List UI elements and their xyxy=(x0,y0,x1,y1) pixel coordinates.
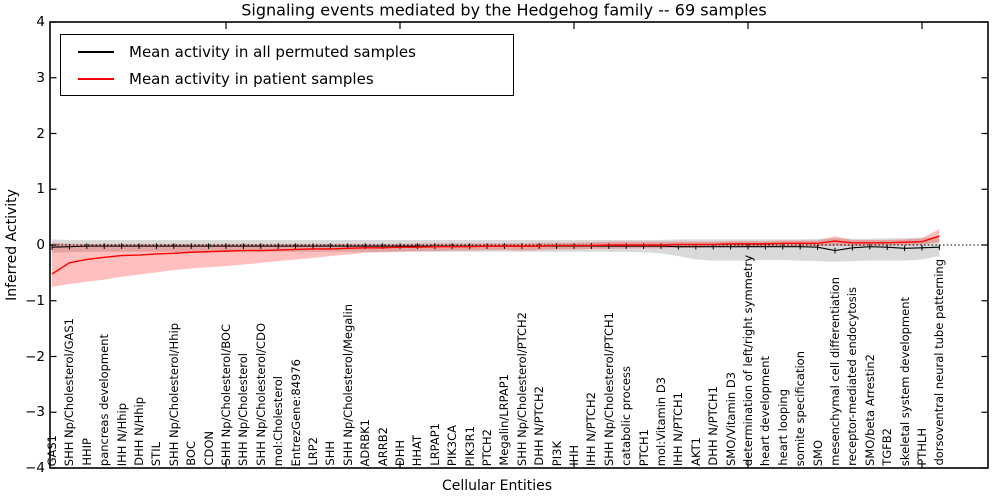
x-tick-label: HHIP xyxy=(79,438,94,466)
x-tick-label: DHH xyxy=(393,439,407,466)
x-tick-label: SHH Np/Cholesterol/CDO xyxy=(253,323,268,466)
legend-item-patient: Mean activity in patient samples xyxy=(61,65,513,92)
x-tick-label: PTHLH xyxy=(915,428,929,466)
x-axis-label: Cellular Entities xyxy=(441,478,553,494)
x-tick-label: pancreas development xyxy=(97,333,112,466)
x-tick-label: somite specification xyxy=(793,350,808,466)
legend-label-permuted: Mean activity in all permuted samples xyxy=(129,42,416,61)
y-tick-label: 0 xyxy=(36,237,45,253)
patient-line xyxy=(51,235,940,275)
legend-label-patient: Mean activity in patient samples xyxy=(129,69,374,88)
y-tick-label: −1 xyxy=(25,292,45,309)
x-tick-label: SHH Np/Cholesterol/BOC xyxy=(219,324,233,466)
x-tick-label: STIL xyxy=(149,441,164,466)
x-tick-label: SMO xyxy=(810,439,825,466)
x-tick-label: catabolic process xyxy=(619,366,634,466)
x-tick-label: PIK3R1 xyxy=(462,425,477,467)
y-tick-label: −3 xyxy=(25,404,45,421)
x-tick-label: SHH Np/Cholesterol xyxy=(236,353,251,466)
legend-item-permuted: Mean activity in all permuted samples xyxy=(61,38,513,65)
x-tick-label: dorsoventral neural tube patterning xyxy=(932,259,947,466)
x-tick-label: SHH Np/Cholesterol/PTCH2 xyxy=(514,311,529,466)
legend: Mean activity in all permuted samples Me… xyxy=(60,34,514,96)
y-tick-label: 1 xyxy=(36,181,45,198)
x-tick-label: SMO/beta Arrestin2 xyxy=(862,354,877,466)
chart-title: Signaling events mediated by the Hedgeho… xyxy=(241,0,767,20)
x-tick-label: PTCH1 xyxy=(636,428,651,466)
x-tick-label: ADRBK1 xyxy=(358,418,373,466)
x-tick-label: heart development xyxy=(758,355,773,466)
x-tick-label: CDON xyxy=(201,431,216,466)
x-tick-label: IHH N/PTCH2 xyxy=(584,391,599,466)
x-tick-label: EntrezGene:84976 xyxy=(288,358,303,466)
x-tick-label: SHH Np/Cholesterol/PTCH1 xyxy=(601,311,616,466)
legend-line-patient-swatch xyxy=(78,77,114,80)
x-tick-label: HHAT xyxy=(410,434,425,466)
x-tick-label: PIK3CA xyxy=(445,424,460,466)
x-tick-label: IHH N/Hhip xyxy=(114,402,129,466)
x-tick-label: mol:Vitamin D3 xyxy=(654,376,668,466)
x-tick-label: mesenchymal cell differentiation xyxy=(828,277,842,466)
y-tick-label: −2 xyxy=(25,348,45,365)
x-tick-label: LRPAP1 xyxy=(427,423,442,466)
x-tick-label: SMO/Vitamin D3 xyxy=(723,371,738,466)
x-tick-label: SHH Np/Cholesterol/Hhip xyxy=(166,322,181,466)
y-tick-label: 2 xyxy=(36,125,45,142)
x-tick-label: PTCH2 xyxy=(480,428,494,466)
x-tick-label: IHH xyxy=(567,445,581,466)
x-tick-label: SHH xyxy=(323,441,338,466)
x-tick-label: PI3K xyxy=(549,440,564,466)
x-tick-label: IHH N/PTCH1 xyxy=(671,391,686,466)
x-tick-label: receptor-mediated endocytosis xyxy=(845,287,860,466)
x-tick-label: AKT1 xyxy=(688,437,703,466)
y-tick-label: 3 xyxy=(36,69,45,86)
plot-frame xyxy=(49,21,989,469)
x-tick-label: DHH N/PTCH1 xyxy=(706,386,721,466)
x-tick-label: LRP2 xyxy=(306,437,320,466)
x-tick-label: skeletal system development xyxy=(897,296,912,466)
y-tick-label: 4 xyxy=(36,14,45,30)
x-tick-label: GAS1 xyxy=(45,434,59,466)
x-tick-label: ARRB2 xyxy=(375,426,390,466)
x-tick-label: Megalin/LRPAP1 xyxy=(497,374,512,466)
patient-band xyxy=(52,228,940,287)
legend-line-permuted-swatch xyxy=(78,50,114,53)
permuted-band xyxy=(52,237,940,262)
x-tick-label: SHH Np/Cholesterol/Megalin xyxy=(340,304,355,466)
x-tick-label: heart looping xyxy=(775,389,790,466)
x-tick-label: determination of left/right symmetry xyxy=(741,254,755,466)
y-tick-label: −4 xyxy=(25,460,45,476)
x-tick-label: mol:Cholesterol xyxy=(271,375,286,466)
x-tick-label: TGFB2 xyxy=(880,428,895,466)
x-tick-label: BOC xyxy=(184,441,199,466)
x-tick-label: DHH N/Hhip xyxy=(132,397,146,466)
x-tick-label: SHH Np/Cholesterol/GAS1 xyxy=(62,317,77,466)
x-tick-label: DHH N/PTCH2 xyxy=(532,386,547,466)
